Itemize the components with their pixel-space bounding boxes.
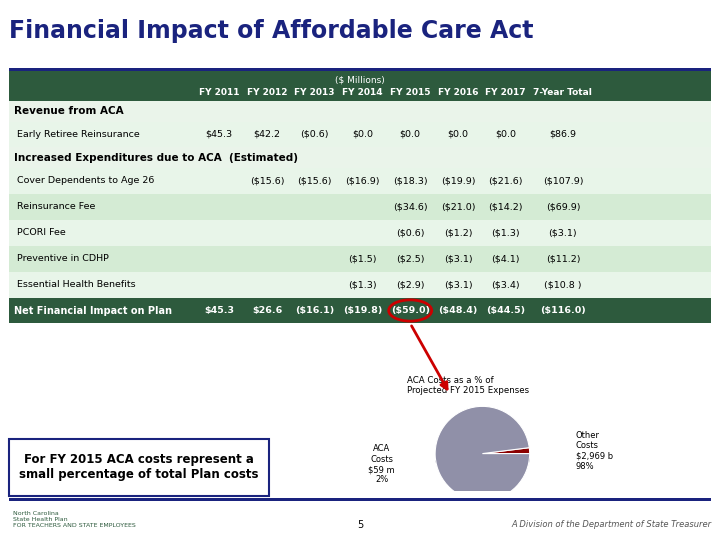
Text: $0.0: $0.0 (495, 130, 516, 139)
Text: ($107.9): ($107.9) (543, 177, 583, 185)
Text: Reinsurance Fee: Reinsurance Fee (17, 202, 95, 211)
Text: ($21.6): ($21.6) (488, 177, 523, 185)
Text: Cover Dependents to Age 26: Cover Dependents to Age 26 (17, 177, 154, 185)
Text: PCORI Fee: PCORI Fee (17, 228, 66, 237)
Text: ($10.8 ): ($10.8 ) (544, 280, 582, 289)
Text: North Carolina
State Health Plan
FOR TEACHERS AND STATE EMPLOYEES: North Carolina State Health Plan FOR TEA… (13, 511, 135, 528)
Text: $0.0: $0.0 (352, 130, 373, 139)
Text: ACA
Costs
$59 m
2%: ACA Costs $59 m 2% (369, 444, 395, 484)
Wedge shape (435, 407, 530, 501)
Text: 5: 5 (357, 520, 363, 530)
Text: FY 2015: FY 2015 (390, 89, 431, 97)
Text: ($48.4): ($48.4) (438, 306, 477, 315)
Text: ($3.1): ($3.1) (444, 280, 472, 289)
Text: ($3.1): ($3.1) (444, 254, 472, 263)
Text: ($69.9): ($69.9) (546, 202, 580, 211)
Text: FY 2011: FY 2011 (199, 89, 240, 97)
Text: $26.6: $26.6 (252, 306, 282, 315)
Text: ($21.0): ($21.0) (441, 202, 475, 211)
Text: ($116.0): ($116.0) (540, 306, 586, 315)
Text: Preventive in CDHP: Preventive in CDHP (17, 254, 109, 263)
Text: ($19.9): ($19.9) (441, 177, 475, 185)
Text: ($15.6): ($15.6) (250, 177, 284, 185)
Ellipse shape (435, 436, 530, 476)
Text: $0.0: $0.0 (400, 130, 420, 139)
Text: FY 2013: FY 2013 (294, 89, 335, 97)
Text: A Division of the Department of State Treasurer: A Division of the Department of State Tr… (511, 521, 711, 529)
Text: $45.3: $45.3 (204, 306, 234, 315)
Text: ($59.0): ($59.0) (391, 306, 430, 315)
Text: ($0.6): ($0.6) (300, 130, 329, 139)
Text: ($1.3): ($1.3) (491, 228, 520, 237)
Text: ($3.1): ($3.1) (549, 228, 577, 237)
Text: ($18.3): ($18.3) (393, 177, 428, 185)
Text: $42.2: $42.2 (253, 130, 281, 139)
Text: ($0.6): ($0.6) (396, 228, 425, 237)
Text: ($11.2): ($11.2) (546, 254, 580, 263)
Text: ($1.5): ($1.5) (348, 254, 377, 263)
Text: ($2.5): ($2.5) (396, 254, 425, 263)
Text: ($2.9): ($2.9) (396, 280, 425, 289)
Text: For FY 2015 ACA costs represent a
small percentage of total Plan costs: For FY 2015 ACA costs represent a small … (19, 454, 258, 481)
Text: ($4.1): ($4.1) (492, 254, 520, 263)
Text: ($ Millions): ($ Millions) (336, 76, 385, 85)
Wedge shape (482, 448, 530, 454)
Ellipse shape (435, 438, 530, 478)
Text: FY 2017: FY 2017 (485, 89, 526, 97)
Text: Net Financial Impact on Plan: Net Financial Impact on Plan (14, 306, 171, 315)
Text: ($44.5): ($44.5) (486, 306, 525, 315)
Text: ($1.2): ($1.2) (444, 228, 472, 237)
Text: Increased Expenditures due to ACA  (Estimated): Increased Expenditures due to ACA (Estim… (14, 153, 297, 163)
Text: ($16.9): ($16.9) (345, 177, 379, 185)
Text: ACA Costs as a % of
Projected FY 2015 Expenses: ACA Costs as a % of Projected FY 2015 Ex… (407, 376, 529, 395)
Text: $0.0: $0.0 (447, 130, 469, 139)
Text: Financial Impact of Affordable Care Act: Financial Impact of Affordable Care Act (9, 19, 534, 43)
Text: ($34.6): ($34.6) (393, 202, 428, 211)
Text: ($14.2): ($14.2) (488, 202, 523, 211)
Text: $45.3: $45.3 (206, 130, 233, 139)
Ellipse shape (435, 437, 530, 477)
Text: Other
Costs
$2,969 b
98%: Other Costs $2,969 b 98% (576, 431, 613, 471)
Text: ($16.1): ($16.1) (295, 306, 334, 315)
Text: FY 2012: FY 2012 (247, 89, 287, 97)
Text: ($3.4): ($3.4) (491, 280, 520, 289)
Text: Essential Health Benefits: Essential Health Benefits (17, 280, 135, 289)
Ellipse shape (435, 439, 530, 480)
Text: $86.9: $86.9 (549, 130, 577, 139)
Text: ($15.6): ($15.6) (297, 177, 332, 185)
Ellipse shape (435, 434, 530, 474)
Text: Early Retiree Reinsurance: Early Retiree Reinsurance (17, 130, 139, 139)
Text: 7-Year Total: 7-Year Total (534, 89, 593, 97)
Text: Revenue from ACA: Revenue from ACA (14, 106, 123, 116)
Text: FY 2016: FY 2016 (438, 89, 478, 97)
Ellipse shape (435, 435, 530, 475)
Text: ($19.8): ($19.8) (343, 306, 382, 315)
Text: FY 2014: FY 2014 (342, 89, 383, 97)
Text: ($1.3): ($1.3) (348, 280, 377, 289)
